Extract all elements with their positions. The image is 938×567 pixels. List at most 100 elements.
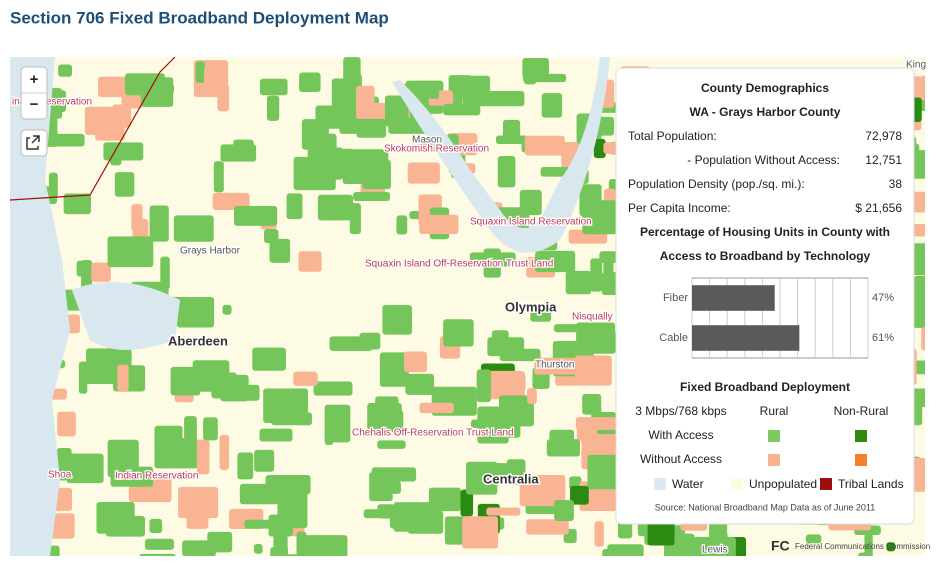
map-area <box>576 322 616 354</box>
map-area <box>805 534 822 544</box>
map-area <box>407 162 440 184</box>
map-area <box>207 531 233 553</box>
map-area <box>259 428 293 442</box>
legend-extra: Water <box>672 477 704 491</box>
map-label: Lewis <box>702 545 728 556</box>
map-area <box>321 147 343 180</box>
attribution: Federal Communications Commission <box>795 542 930 551</box>
map-label: Grays Harbor <box>180 246 241 257</box>
map-area <box>139 553 176 556</box>
map-area <box>499 348 541 362</box>
category-label: Fiber <box>663 292 688 304</box>
map-area <box>110 155 122 166</box>
map-area <box>553 324 584 333</box>
value-label: 61% <box>872 332 894 344</box>
share-button[interactable] <box>20 129 48 157</box>
sound-water <box>392 57 610 253</box>
value-label: 47% <box>872 292 894 304</box>
map-area <box>131 204 143 232</box>
legend-swatch <box>768 454 780 466</box>
zoom-in[interactable]: + <box>30 71 39 88</box>
map-area <box>268 514 293 537</box>
stat-label: - Population Without Access: <box>687 153 840 167</box>
map-area <box>98 76 132 98</box>
map-area <box>299 72 321 93</box>
stat-label: Per Capita Income: <box>628 201 731 215</box>
map-area <box>594 521 604 547</box>
map-area <box>220 374 249 402</box>
map-area <box>331 78 352 109</box>
map-area <box>443 103 481 116</box>
map-area <box>219 434 230 470</box>
map-area <box>491 330 509 344</box>
map-area <box>313 381 353 396</box>
map-area <box>57 411 76 437</box>
map-area <box>356 118 387 138</box>
map-area <box>160 256 170 290</box>
map-area <box>469 252 516 267</box>
map-area <box>419 402 454 414</box>
map-area <box>375 396 399 420</box>
stat-label: Total Population: <box>628 129 717 143</box>
map-label: Olympia <box>505 299 557 314</box>
legend-swatch <box>855 454 867 466</box>
map-area <box>925 553 938 567</box>
map-area <box>91 262 111 282</box>
map-area <box>647 520 675 546</box>
legend-column: Non-Rural <box>834 404 889 418</box>
legend-swatch <box>731 478 743 490</box>
coast-water <box>10 57 70 556</box>
map-area <box>204 66 217 85</box>
map-area <box>396 215 408 235</box>
map-area <box>524 135 565 156</box>
map-area <box>389 514 403 529</box>
map-area <box>125 73 165 96</box>
map-area <box>576 427 598 441</box>
legend-extra: Unpopulated <box>749 477 817 491</box>
map-area <box>384 95 409 127</box>
map-area <box>495 135 529 144</box>
map-area <box>63 193 91 215</box>
map-area <box>443 319 474 347</box>
map-area <box>263 388 309 424</box>
chart-title: Access to Broadband by Technology <box>660 249 871 263</box>
map-area <box>264 229 279 244</box>
map-area <box>565 270 592 295</box>
map-area <box>293 371 318 386</box>
map-area <box>574 355 612 386</box>
map-area <box>530 310 552 322</box>
map-area <box>269 238 291 263</box>
legend-swatch <box>820 478 832 490</box>
source: Source: National Broadband Map Data as o… <box>655 502 875 512</box>
map-area <box>497 156 516 188</box>
map-area <box>428 487 462 512</box>
map-area <box>192 360 230 392</box>
share-icon <box>26 135 40 150</box>
map-area <box>911 191 925 213</box>
map-area <box>329 336 373 351</box>
map-area <box>356 85 375 120</box>
map-area <box>864 532 873 556</box>
legend-row: With Access <box>648 428 713 442</box>
chart-title: Percentage of Housing Units in County wi… <box>640 225 890 239</box>
map-label: Aberdeen <box>168 333 228 348</box>
map-area <box>377 440 406 449</box>
map-area <box>462 516 499 549</box>
map-area <box>78 361 88 394</box>
map-area <box>58 64 73 77</box>
map-area <box>170 366 201 396</box>
stat-value: 72,978 <box>865 129 902 143</box>
legend-swatch <box>768 430 780 442</box>
map-area <box>196 439 210 475</box>
map-label: Mason <box>412 135 442 146</box>
map-area <box>546 439 580 457</box>
map-area <box>382 304 412 335</box>
map-area <box>498 395 534 427</box>
map-area <box>419 214 459 235</box>
page-title: Section 706 Fixed Broadband Deployment M… <box>10 8 389 27</box>
map-area <box>173 215 214 242</box>
map-area <box>448 75 473 98</box>
map-label: Nisqually R <box>572 312 623 323</box>
zoom-out[interactable]: − <box>30 96 39 113</box>
map-area <box>379 352 409 387</box>
